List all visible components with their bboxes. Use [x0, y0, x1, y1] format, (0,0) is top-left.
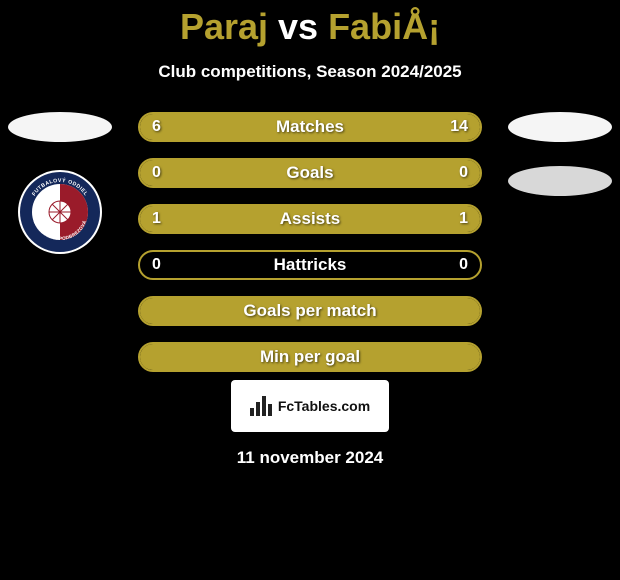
left-side: FUTBALOVÝ ODDIEL ŽELEZIARNE PODBREZOVÁ	[0, 112, 120, 254]
right-side	[500, 112, 620, 196]
page-title: Paraj vs FabiÅ¡	[0, 0, 620, 48]
title-player1: Paraj	[180, 6, 268, 47]
stat-value-right: 1	[459, 210, 468, 228]
stat-row-hattricks: 0 0 Hattricks	[138, 250, 482, 280]
stat-value-left: 1	[152, 210, 161, 228]
stat-row-goals: 0 0 Goals	[138, 158, 482, 188]
stat-row-min-per-goal: Min per goal	[138, 342, 482, 372]
stats-column: 6 14 Matches 0 0 Goals 1 1 Assists 0 0 Hattricks Goa…	[120, 112, 500, 372]
stat-value-right: 0	[459, 164, 468, 182]
stat-label: Goals	[286, 163, 333, 183]
club-badge: FUTBALOVÝ ODDIEL ŽELEZIARNE PODBREZOVÁ	[18, 170, 102, 254]
left-ellipse	[8, 112, 112, 142]
title-vs: vs	[268, 6, 328, 47]
right-ellipse-1	[508, 112, 612, 142]
title-player2: FabiÅ¡	[328, 6, 440, 47]
stat-value-right: 0	[459, 256, 468, 274]
stat-value-left: 0	[152, 164, 161, 182]
subtitle: Club competitions, Season 2024/2025	[0, 62, 620, 82]
stat-label: Goals per match	[243, 301, 376, 321]
date-text: 11 november 2024	[0, 448, 620, 468]
stat-label: Matches	[276, 117, 344, 137]
stat-label: Hattricks	[274, 255, 347, 275]
stat-label: Assists	[280, 209, 340, 229]
badge-svg: FUTBALOVÝ ODDIEL ŽELEZIARNE PODBREZOVÁ	[18, 170, 102, 254]
content-area: FUTBALOVÝ ODDIEL ŽELEZIARNE PODBREZOVÁ 6…	[0, 112, 620, 372]
stat-row-matches: 6 14 Matches	[138, 112, 482, 142]
stat-row-assists: 1 1 Assists	[138, 204, 482, 234]
stat-label: Min per goal	[260, 347, 360, 367]
stat-row-goals-per-match: Goals per match	[138, 296, 482, 326]
right-ellipse-2	[508, 166, 612, 196]
stat-value-right: 14	[450, 118, 468, 136]
fctables-logo: FcTables.com	[231, 380, 389, 432]
logo-bars-icon	[250, 396, 272, 416]
logo-text: FcTables.com	[278, 398, 370, 414]
stat-value-left: 6	[152, 118, 161, 136]
stat-value-left: 0	[152, 256, 161, 274]
